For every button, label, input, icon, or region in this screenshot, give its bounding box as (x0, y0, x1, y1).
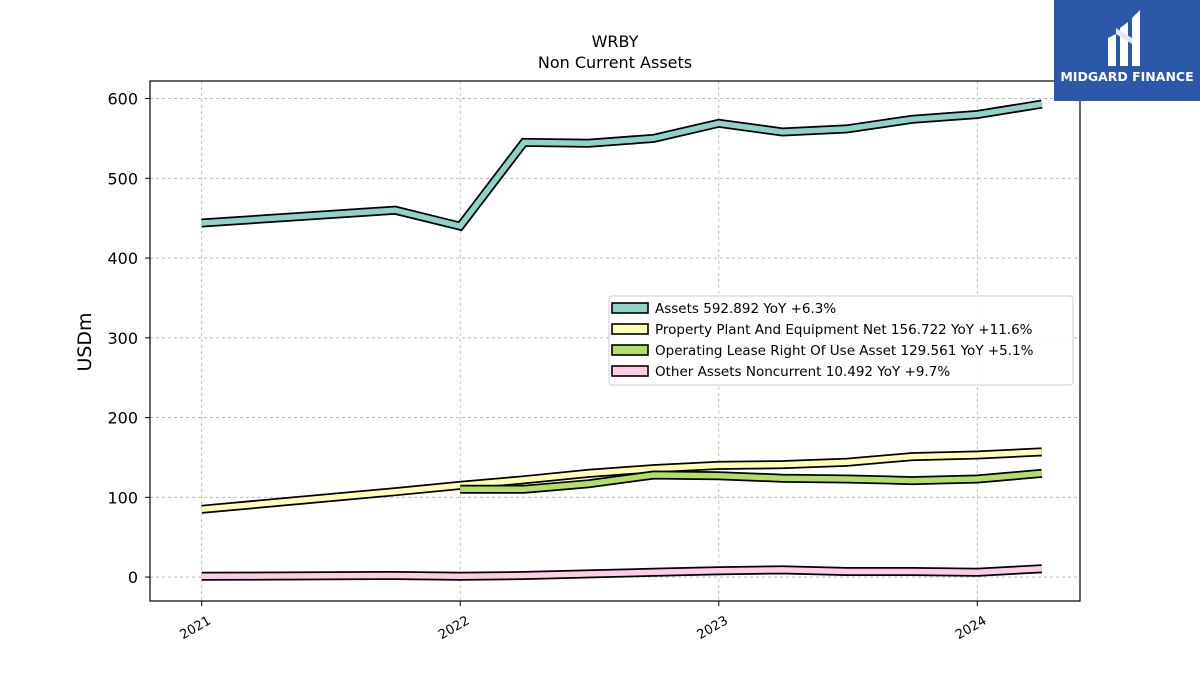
x-tick-label: 2024 (953, 613, 989, 643)
series-line-fill (460, 470, 1043, 493)
legend-label: Operating Lease Right Of Use Asset 129.5… (655, 343, 1034, 359)
legend-item[interactable]: Other Assets Noncurrent 10.492 YoY +9.7% (611, 364, 950, 380)
logo-text: MIDGARD FINANCE (1060, 69, 1194, 84)
x-tick-label: 2021 (178, 613, 214, 643)
legend-label: Other Assets Noncurrent 10.492 YoY +9.7% (655, 364, 950, 380)
y-tick-label: 600 (107, 90, 138, 109)
legend-item[interactable]: Operating Lease Right Of Use Asset 129.5… (611, 343, 1034, 359)
chart-title: WRBY (592, 32, 639, 51)
legend-label: Assets 592.892 YoY +6.3% (655, 301, 836, 317)
y-tick-label: 0 (128, 568, 138, 587)
series-line (201, 447, 1043, 514)
y-axis: 0 100 200 300 400 500 600 (107, 90, 150, 587)
series-line-outline (201, 99, 1043, 232)
series-line-fill (201, 565, 1042, 580)
series-layer (201, 99, 1043, 581)
x-tick-label: 2022 (436, 613, 472, 643)
plot-frame (149, 80, 1081, 602)
series-line (201, 99, 1043, 232)
y-tick-label: 500 (107, 169, 138, 188)
series-line (460, 468, 1043, 494)
legend-item[interactable]: Assets 592.892 YoY +6.3% (611, 301, 836, 317)
legend-swatch (611, 323, 649, 335)
y-tick-label: 400 (107, 249, 138, 268)
series-line-fill (201, 101, 1043, 230)
legend-swatch (611, 344, 649, 356)
y-tick-label: 100 (107, 488, 138, 507)
logo-mark-icon (1108, 10, 1140, 66)
legend-swatch (611, 302, 649, 314)
legend-box (608, 295, 1074, 386)
midgard-finance-logo: MIDGARD FINANCE (1054, 0, 1200, 101)
x-tick-label: 2023 (695, 613, 731, 643)
series-line (201, 564, 1043, 581)
y-tick-label: 300 (107, 329, 138, 348)
chart-subtitle: Non Current Assets (538, 53, 692, 72)
y-axis-label: USDm (74, 312, 96, 371)
series-line-fill (201, 449, 1042, 513)
x-axis: 2021 2022 2023 2024 (178, 601, 989, 643)
legend-label: Property Plant And Equipment Net 156.722… (655, 322, 1033, 338)
legend-item[interactable]: Property Plant And Equipment Net 156.722… (611, 322, 1033, 338)
legend-swatch (611, 365, 649, 377)
legend[interactable]: Assets 592.892 YoY +6.3% Property Plant A… (608, 295, 1074, 386)
y-tick-label: 200 (107, 409, 138, 428)
